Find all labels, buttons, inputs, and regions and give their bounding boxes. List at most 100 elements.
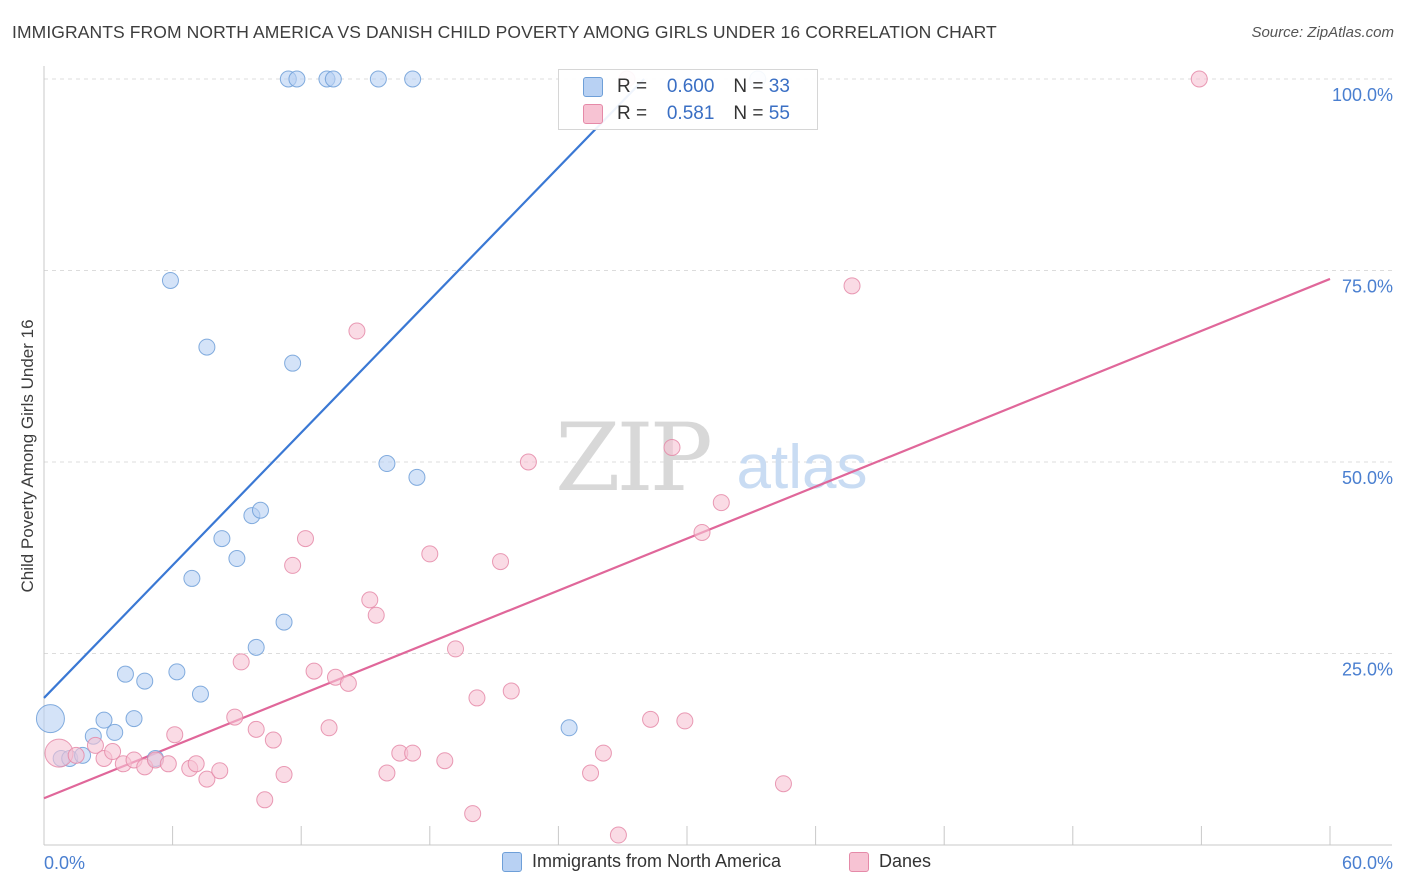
y-tick-label: 75.0% <box>1342 277 1393 297</box>
point-danes <box>211 762 229 780</box>
point-immigrants <box>247 638 265 656</box>
point-danes <box>421 545 439 563</box>
point-immigrants <box>125 710 143 728</box>
point-danes <box>166 726 184 744</box>
legend-label-immigrants: Immigrants from North America <box>532 851 782 871</box>
point-danes <box>582 764 600 782</box>
y-tick-label: 50.0% <box>1342 468 1393 488</box>
legend-swatch-blue <box>502 851 522 872</box>
y-tick-label: 100.0% <box>1332 85 1393 105</box>
point-danes <box>264 731 282 749</box>
point-danes <box>86 736 104 754</box>
point-danes <box>232 653 250 671</box>
axes <box>43 66 1392 846</box>
point-immigrants <box>198 338 216 356</box>
r-value-blue: 0.600 <box>666 76 715 97</box>
watermark-zip: ZIP <box>555 404 709 513</box>
gridlines <box>44 78 1394 654</box>
stats-row-pink: R = 0.581 N = 55 <box>583 102 790 126</box>
point-danes <box>693 523 711 541</box>
point-immigrants <box>95 711 113 729</box>
legend-item-immigrants: Immigrants from North America <box>502 851 781 872</box>
stats-legend: R = 0.600 N = 33 R = 0.581 N = 55 <box>558 69 818 130</box>
point-danes <box>284 556 302 574</box>
legend-item-danes: Danes <box>849 851 931 872</box>
point-immigrants <box>213 530 231 548</box>
n-value-pink: 55 <box>768 103 790 124</box>
r-value-pink: 0.581 <box>666 103 715 124</box>
point-danes <box>1190 70 1208 88</box>
point-danes <box>468 689 486 707</box>
point-danes <box>187 755 205 773</box>
point-immigrants <box>183 569 201 587</box>
n-label: N = <box>733 76 764 97</box>
point-danes <box>296 530 314 548</box>
point-danes <box>367 606 385 624</box>
trend-line-danes <box>43 277 1331 800</box>
point-immigrants <box>378 455 396 473</box>
stats-row-blue: R = 0.600 N = 33 <box>583 75 790 99</box>
point-immigrants <box>324 70 342 88</box>
n-label: N = <box>733 103 764 124</box>
series-legend: Immigrants from North America Danes <box>0 851 1406 877</box>
point-danes <box>502 682 520 700</box>
point-danes <box>247 720 265 738</box>
pink-swatch <box>583 104 603 124</box>
n-value-blue: 33 <box>768 76 790 97</box>
source-label: Source: ZipAtlas.com <box>1251 24 1394 41</box>
watermark-atlas: atlas <box>737 433 868 502</box>
point-danes <box>663 438 681 456</box>
point-danes <box>275 766 293 784</box>
r-label: R = <box>617 103 648 124</box>
point-danes <box>774 775 792 793</box>
point-immigrants <box>251 501 269 519</box>
point-immigrants <box>168 663 186 681</box>
chart-title: IMMIGRANTS FROM NORTH AMERICA VS DANISH … <box>12 22 997 42</box>
point-danes <box>104 743 122 761</box>
r-label: R = <box>617 76 648 97</box>
point-immigrants <box>408 468 426 486</box>
x-tick-label: 0.0% <box>44 853 85 873</box>
point-danes <box>67 746 85 764</box>
point-danes <box>519 453 537 471</box>
trend-lines <box>43 78 1331 800</box>
point-danes <box>226 708 244 726</box>
point-danes <box>447 640 465 658</box>
point-immigrants <box>275 613 293 631</box>
point-immigrants <box>191 685 209 703</box>
point-danes <box>198 770 216 788</box>
point-immigrants <box>284 354 302 372</box>
point-danes <box>436 752 454 770</box>
point-danes <box>712 494 730 512</box>
point-danes <box>339 674 357 692</box>
point-immigrants <box>404 70 422 88</box>
point-immigrants <box>369 70 387 88</box>
point-danes <box>676 712 694 730</box>
point-immigrants <box>161 271 179 289</box>
point-danes <box>361 591 379 609</box>
tick-labels: 25.0% 50.0% 75.0% 100.0% 0.0% 60.0% <box>44 85 1393 873</box>
point-danes <box>492 553 510 571</box>
watermark: ZIP atlas <box>555 404 867 513</box>
point-immigrants <box>106 723 124 741</box>
point-danes <box>464 805 482 823</box>
point-immigrants <box>560 719 578 737</box>
y-tick-label: 25.0% <box>1342 660 1393 680</box>
point-danes <box>642 710 660 728</box>
point-danes <box>348 322 366 340</box>
point-danes <box>594 744 612 762</box>
point-danes <box>378 764 396 782</box>
point-immigrants <box>116 665 134 683</box>
legend-label-danes: Danes <box>879 851 932 871</box>
point-danes <box>159 755 177 773</box>
legend-swatch-pink <box>849 851 869 872</box>
point-danes <box>256 791 274 809</box>
point-danes <box>305 662 323 680</box>
point-danes <box>609 826 627 844</box>
point-danes <box>843 277 861 295</box>
point-danes <box>404 744 422 762</box>
trend-line-immigrants <box>43 78 645 699</box>
point-immigrants <box>288 70 306 88</box>
point-immigrants <box>228 550 246 568</box>
